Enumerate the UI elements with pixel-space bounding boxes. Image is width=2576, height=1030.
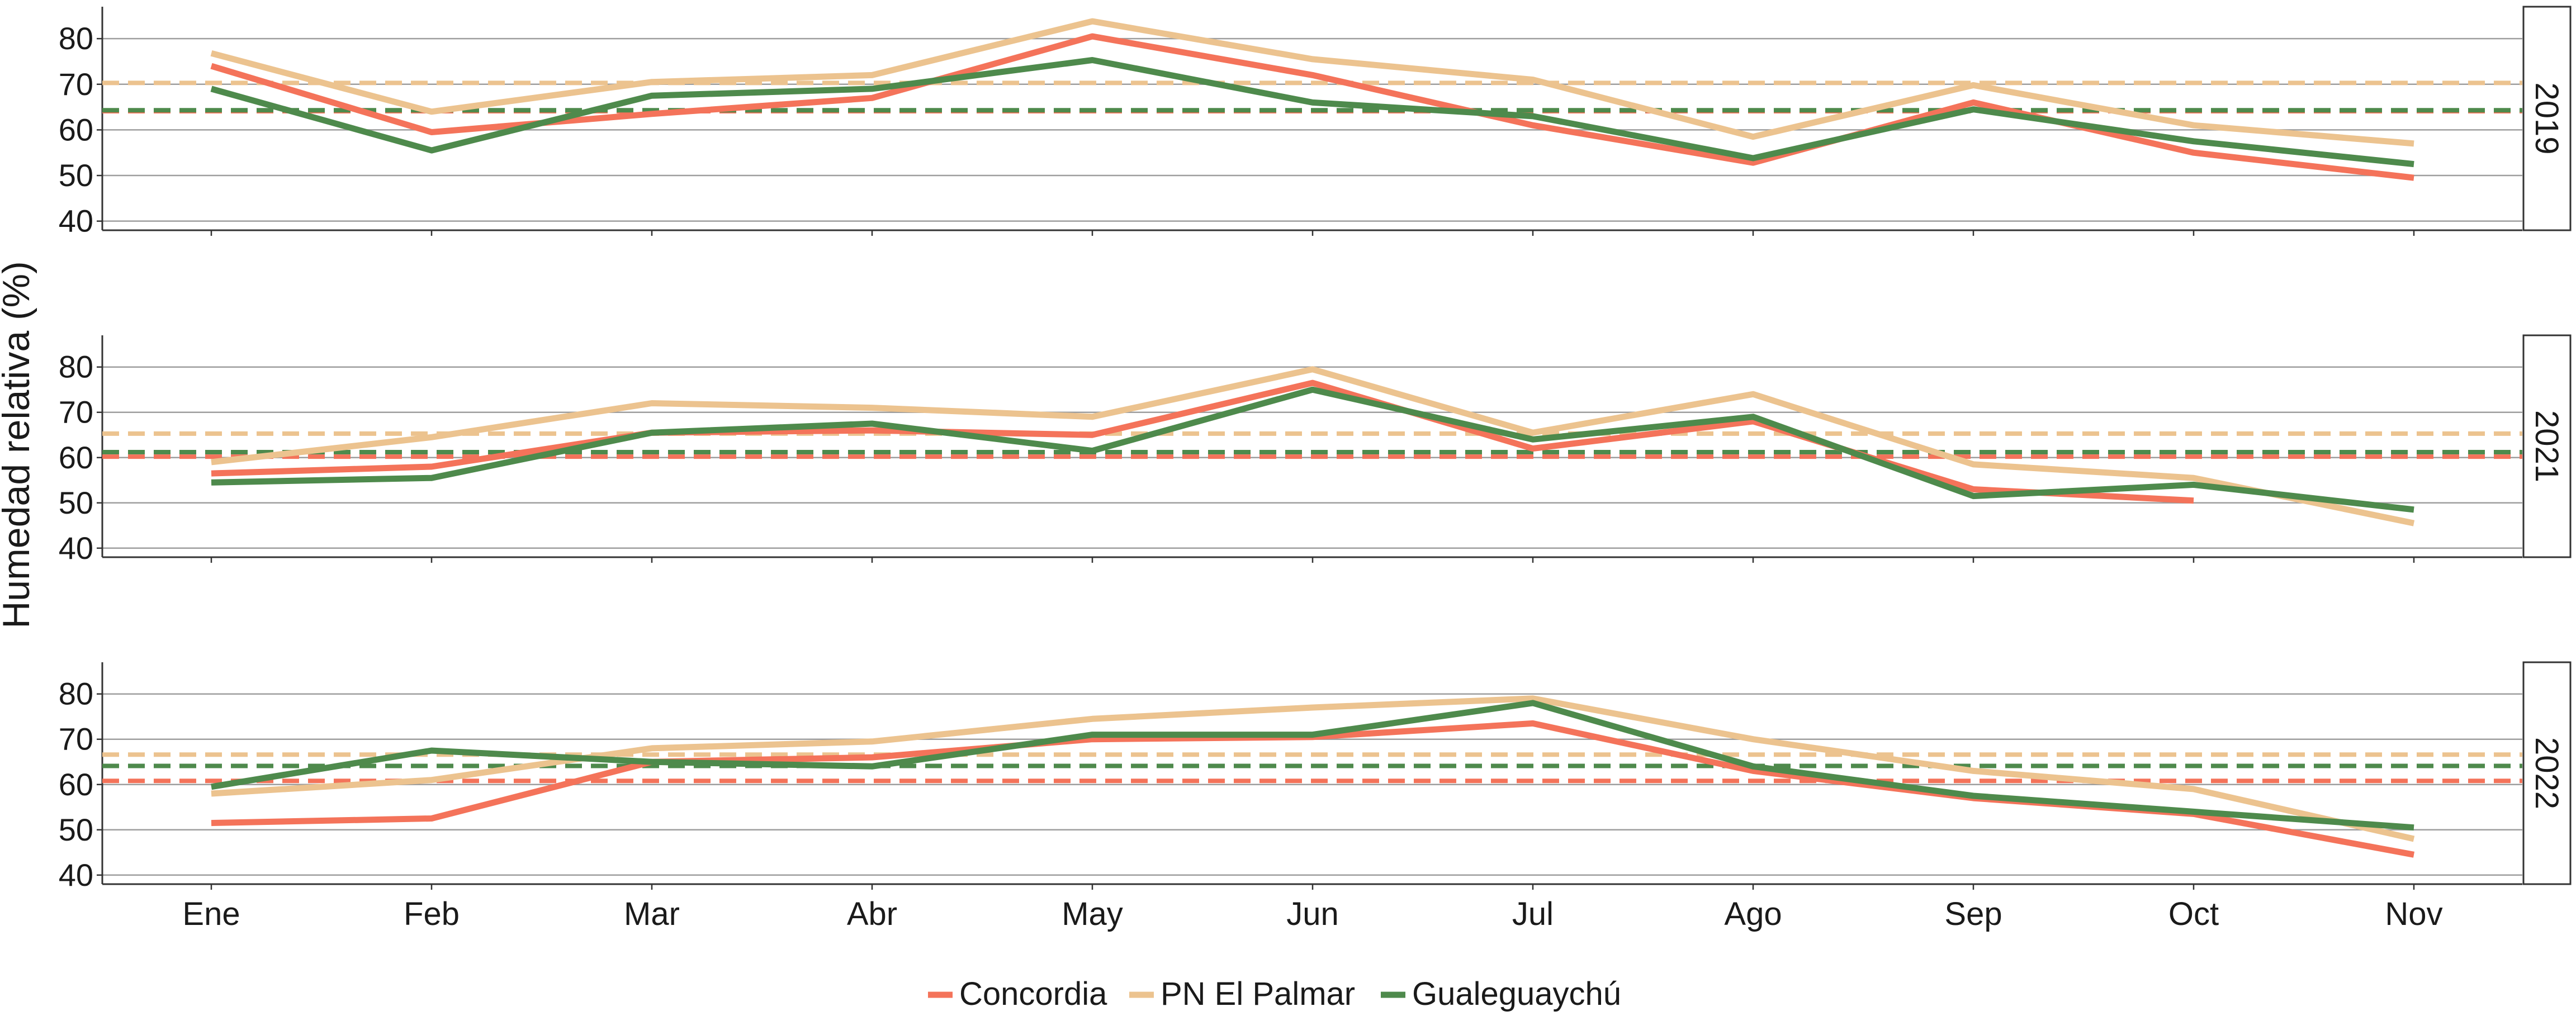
legend-label-concordia: Concordia	[959, 976, 1107, 1012]
series-line-concordia	[211, 720, 2415, 858]
y-tick-label: 50	[59, 812, 93, 847]
y-tick-label: 60	[59, 767, 93, 802]
facet-label: 2022	[2528, 737, 2565, 809]
y-tick-label: 70	[59, 395, 93, 430]
x-tick-label: Nov	[2385, 896, 2442, 932]
series-line-gualeguaychu	[210, 57, 2414, 168]
y-tick-label: 40	[59, 203, 93, 239]
x-tick-label: Mar	[624, 896, 680, 932]
x-tick-label: Feb	[404, 896, 460, 932]
facet-strip	[2522, 6, 2572, 231]
legend-label-gualeguaychu: Gualeguaychú	[1412, 976, 1621, 1012]
y-tick-label: 50	[59, 158, 93, 193]
y-tick-label: 60	[59, 112, 93, 147]
series-line-gualeguaychu	[211, 700, 2414, 831]
y-tick-label: 40	[59, 530, 93, 566]
y-tick-label: 70	[59, 67, 93, 102]
series-line-pn-el-palmar	[211, 695, 2415, 842]
x-tick-label: May	[1062, 896, 1123, 932]
legend-label-pn-el-palmar: PN El Palmar	[1161, 976, 1355, 1012]
facet-strip	[2522, 661, 2572, 885]
x-tick-label: Ene	[182, 896, 240, 932]
series-line-gualeguaychu	[211, 386, 2414, 513]
facet-label: 2021	[2528, 410, 2565, 482]
x-tick-label: Oct	[2168, 896, 2219, 932]
x-tick-label: Jul	[1512, 896, 1554, 932]
x-tick-label: Sep	[1944, 896, 2002, 932]
x-tick-label: Ago	[1724, 896, 1782, 932]
y-tick-label: 50	[59, 485, 93, 520]
x-tick-label: Abr	[847, 896, 897, 932]
series-line-pn-el-palmar	[210, 18, 2414, 147]
series-line-pn-el-palmar	[211, 366, 2415, 526]
y-tick-label: 80	[59, 349, 93, 385]
y-tick-label: 40	[59, 857, 93, 893]
y-tick-label: 70	[59, 722, 93, 757]
facet-label: 2019	[2528, 82, 2565, 154]
y-tick-label: 80	[59, 676, 93, 711]
x-tick-label: Jun	[1286, 896, 1339, 932]
y-tick-label: 60	[59, 440, 93, 475]
facet-strip	[2522, 334, 2572, 558]
y-axis-title: Humedad relativa (%)	[0, 261, 37, 629]
y-tick-label: 80	[59, 21, 93, 56]
